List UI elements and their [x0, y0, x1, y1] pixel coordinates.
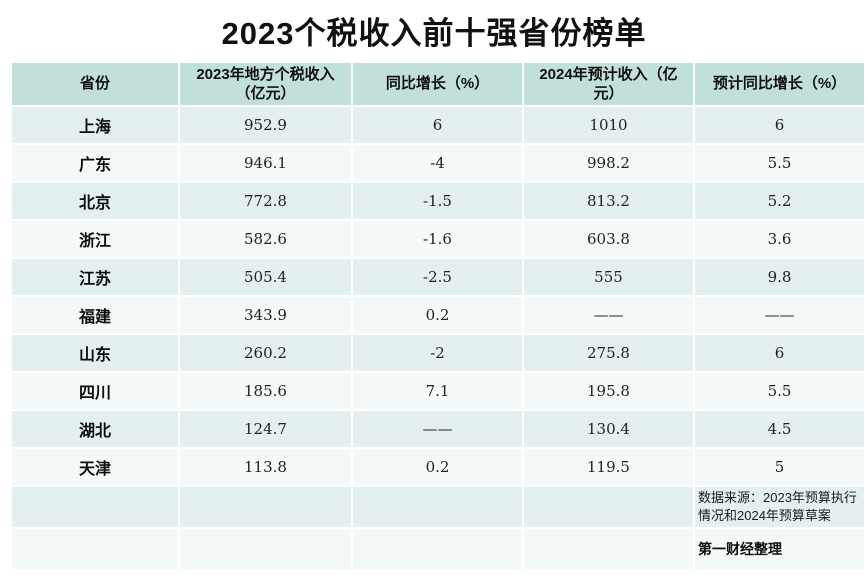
- cell-forecast-2024: 813.2: [524, 183, 693, 219]
- cell-income-2023: 582.6: [180, 221, 351, 257]
- cell-forecast-yoy: 6: [695, 335, 864, 371]
- table-row-jiangsu: 江苏 505.4 -2.5 555 9.8: [12, 259, 864, 295]
- empty-cell: [524, 529, 693, 569]
- cell-forecast-yoy: 5.5: [695, 145, 864, 181]
- cell-income-2023: 772.8: [180, 183, 351, 219]
- empty-cell: [353, 529, 522, 569]
- cell-forecast-yoy: ——: [695, 297, 864, 333]
- cell-yoy-growth: -4: [353, 145, 522, 181]
- header-cell-income-2023: 2023年地方个税收入（亿元）: [180, 63, 351, 105]
- page-title: 2023个税收入前十强省份榜单: [221, 16, 647, 51]
- header-cell-province: 省份: [12, 63, 178, 105]
- cell-income-2023: 260.2: [180, 335, 351, 371]
- cell-province: 福建: [12, 297, 178, 333]
- cell-forecast-2024: 130.4: [524, 411, 693, 447]
- cell-yoy-growth: -1.5: [353, 183, 522, 219]
- empty-cell: [12, 487, 178, 527]
- source-note: 数据来源：2023年预算执行情况和2024年预算草案: [695, 487, 864, 527]
- cell-province: 江苏: [12, 259, 178, 295]
- header-row: 省份 2023年地方个税收入（亿元） 同比增长（%） 2024年预计收入（亿元）…: [12, 63, 864, 105]
- cell-province: 浙江: [12, 221, 178, 257]
- empty-cell: [180, 529, 351, 569]
- cell-yoy-growth: ——: [353, 411, 522, 447]
- cell-yoy-growth: -2.5: [353, 259, 522, 295]
- table-row-tianjin: 天津 113.8 0.2 119.5 5: [12, 449, 864, 485]
- cell-province: 上海: [12, 107, 178, 143]
- header-cell-forecast-2024: 2024年预计收入（亿元）: [524, 63, 693, 105]
- cell-forecast-2024: ——: [524, 297, 693, 333]
- cell-forecast-2024: 1010: [524, 107, 693, 143]
- cell-forecast-yoy: 9.8: [695, 259, 864, 295]
- cell-forecast-2024: 555: [524, 259, 693, 295]
- cell-forecast-yoy: 4.5: [695, 411, 864, 447]
- header-cell-forecast-yoy: 预计同比增长（%）: [695, 63, 864, 105]
- table-row-shandong: 山东 260.2 -2 275.8 6: [12, 335, 864, 371]
- table-row-guangdong: 广东 946.1 -4 998.2 5.5: [12, 145, 864, 181]
- table-row-hubei: 湖北 124.7 —— 130.4 4.5: [12, 411, 864, 447]
- cell-yoy-growth: -1.6: [353, 221, 522, 257]
- cell-yoy-growth: 0.2: [353, 297, 522, 333]
- cell-income-2023: 505.4: [180, 259, 351, 295]
- cell-province: 广东: [12, 145, 178, 181]
- cell-forecast-2024: 998.2: [524, 145, 693, 181]
- footer-row-source: 数据来源：2023年预算执行情况和2024年预算草案: [12, 487, 864, 527]
- header-cell-yoy-growth: 同比增长（%）: [353, 63, 522, 105]
- table-row-sichuan: 四川 185.6 7.1 195.8 5.5: [12, 373, 864, 409]
- cell-province: 北京: [12, 183, 178, 219]
- table-row-fujian: 福建 343.9 0.2 —— ——: [12, 297, 864, 333]
- footer-row-credit: 第一财经整理: [12, 529, 864, 569]
- cell-forecast-yoy: 6: [695, 107, 864, 143]
- cell-income-2023: 113.8: [180, 449, 351, 485]
- cell-forecast-yoy: 5.5: [695, 373, 864, 409]
- cell-province: 四川: [12, 373, 178, 409]
- cell-income-2023: 946.1: [180, 145, 351, 181]
- cell-forecast-2024: 603.8: [524, 221, 693, 257]
- table-row-shanghai: 上海 952.9 6 1010 6: [12, 107, 864, 143]
- cell-yoy-growth: -2: [353, 335, 522, 371]
- cell-income-2023: 343.9: [180, 297, 351, 333]
- cell-province: 湖北: [12, 411, 178, 447]
- empty-cell: [353, 487, 522, 527]
- cell-forecast-yoy: 5: [695, 449, 864, 485]
- credit-note: 第一财经整理: [695, 529, 864, 569]
- cell-yoy-growth: 7.1: [353, 373, 522, 409]
- table-row-zhejiang: 浙江 582.6 -1.6 603.8 3.6: [12, 221, 864, 257]
- tax-ranking-table: 省份 2023年地方个税收入（亿元） 同比增长（%） 2024年预计收入（亿元）…: [10, 61, 866, 571]
- cell-forecast-yoy: 5.2: [695, 183, 864, 219]
- cell-province: 山东: [12, 335, 178, 371]
- table-row-beijing: 北京 772.8 -1.5 813.2 5.2: [12, 183, 864, 219]
- cell-forecast-2024: 195.8: [524, 373, 693, 409]
- cell-income-2023: 124.7: [180, 411, 351, 447]
- cell-forecast-yoy: 3.6: [695, 221, 864, 257]
- empty-cell: [180, 487, 351, 527]
- cell-forecast-2024: 119.5: [524, 449, 693, 485]
- cell-forecast-2024: 275.8: [524, 335, 693, 371]
- cell-yoy-growth: 6: [353, 107, 522, 143]
- cell-yoy-growth: 0.2: [353, 449, 522, 485]
- cell-province: 天津: [12, 449, 178, 485]
- empty-cell: [524, 487, 693, 527]
- empty-cell: [12, 529, 178, 569]
- cell-income-2023: 952.9: [180, 107, 351, 143]
- cell-income-2023: 185.6: [180, 373, 351, 409]
